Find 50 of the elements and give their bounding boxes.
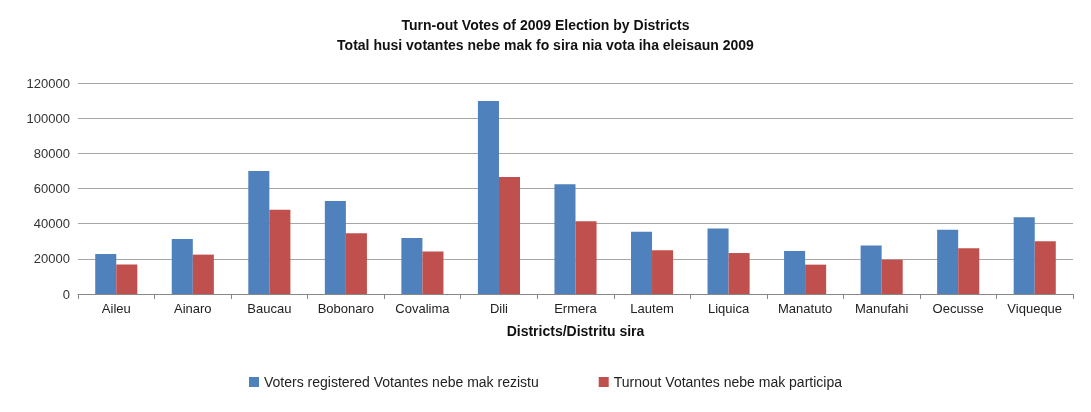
y-tick-label: 100000 [26, 110, 70, 126]
bar [707, 228, 729, 294]
chart-title: Turn-out Votes of 2009 Election by Districts Total husi votantes nebe mak fo sira nia vota iha eleisaun 2009 [337, 17, 755, 53]
bar [1034, 241, 1056, 294]
y-tick-label: 20000 [33, 251, 70, 267]
x-tick-label: Liquica [707, 301, 750, 316]
bar [401, 237, 423, 294]
bar [958, 248, 980, 294]
bar [95, 253, 117, 294]
x-tick-label: Ermera [554, 301, 598, 316]
x-tick-label: Viqueque [1007, 301, 1063, 316]
bar [269, 209, 291, 294]
x-tick-label: Bobonaro [317, 301, 375, 316]
y-tick-label: 60000 [33, 181, 70, 196]
x-tick-label: Manufahi [854, 301, 909, 316]
legend-label: Voters registered Votantes nebe mak rezistu [264, 374, 539, 390]
bar [805, 264, 827, 294]
bar [192, 254, 214, 294]
y-tick-label: 80000 [33, 145, 70, 161]
x-tick-label: Dili [489, 301, 509, 316]
bar [248, 171, 270, 294]
bar [575, 221, 597, 294]
bar [171, 238, 193, 294]
bar [324, 200, 346, 294]
bar [784, 250, 806, 294]
bar [477, 101, 499, 294]
legend-label: Turnout Votantes nebe mak participa [613, 374, 843, 390]
bar [860, 245, 882, 294]
y-tick-label: 120000 [26, 75, 70, 91]
bar [498, 177, 521, 294]
x-tick-label: Manatuto [778, 301, 833, 316]
x-axis-title: Districts/Distritu sira [506, 323, 645, 339]
y-tick-label: 40000 [33, 216, 70, 232]
bar [554, 184, 576, 294]
bar [652, 250, 674, 294]
x-tick-label: Covalima [395, 301, 451, 316]
bar [630, 231, 653, 294]
y-tick-label: 0 [62, 286, 70, 302]
bar [422, 251, 444, 294]
bar [1013, 217, 1035, 294]
x-tick-label: Oecusse [932, 301, 984, 316]
bar [728, 253, 750, 294]
bar [937, 229, 959, 294]
bar [116, 264, 138, 294]
x-tick-label: Lautem [630, 301, 674, 316]
x-tick-label: Ainaro [174, 301, 212, 316]
bar [881, 259, 903, 294]
x-tick-label: Aileu [101, 301, 131, 316]
bar [345, 233, 367, 294]
x-tick-label: Baucau [247, 301, 292, 316]
